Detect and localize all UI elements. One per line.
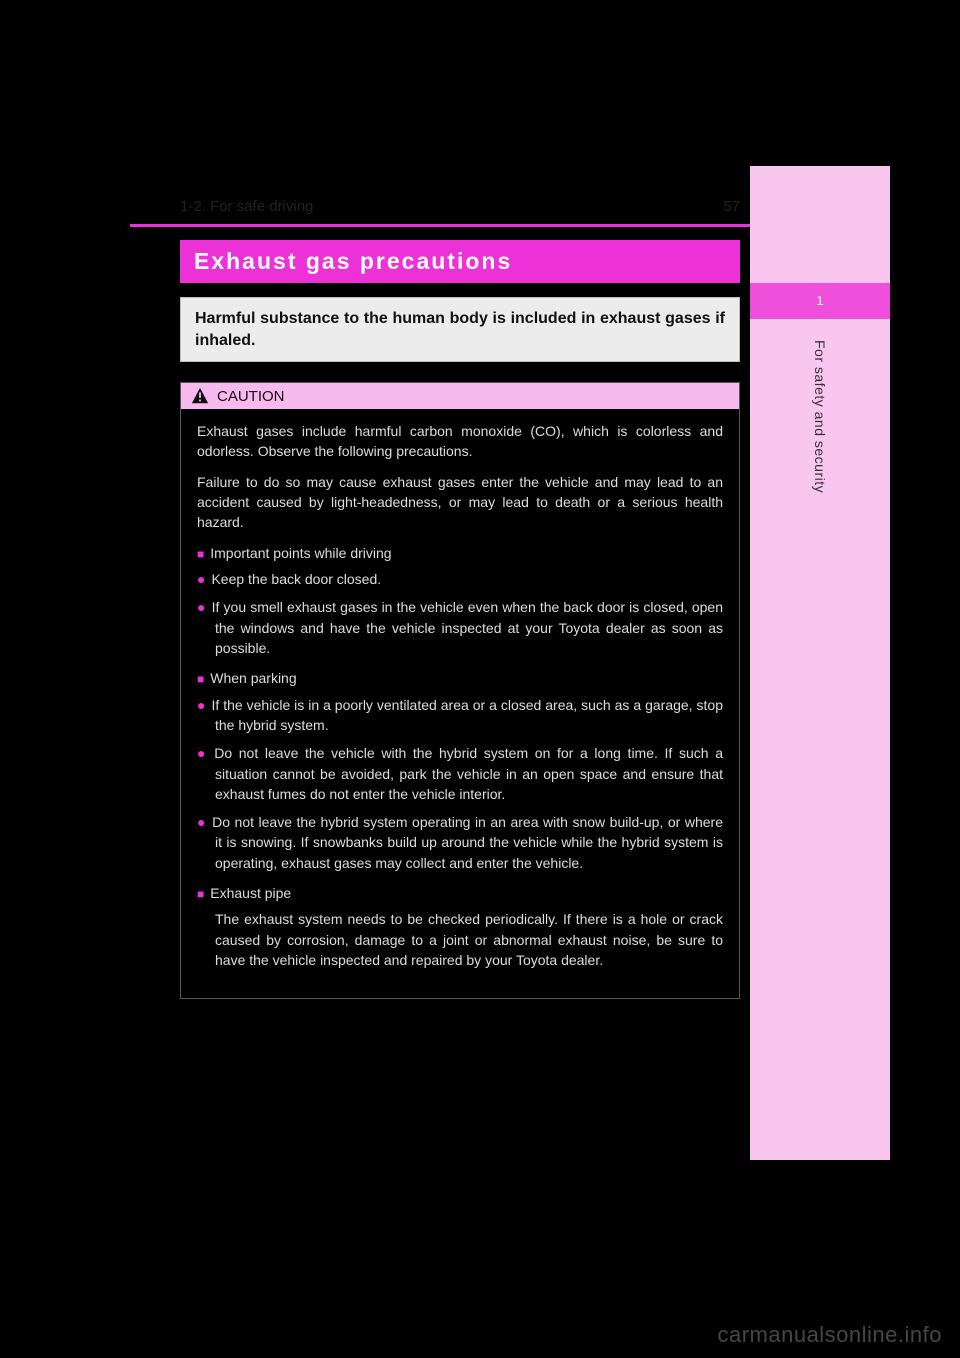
caution-bullet: ● If you smell exhaust gases in the vehic… xyxy=(197,597,723,658)
section-title: Exhaust gas precautions xyxy=(180,240,740,283)
round-bullet-icon: ● xyxy=(197,745,208,761)
caution-bullet-text: If the vehicle is in a poorly ventilated… xyxy=(212,697,723,733)
round-bullet-icon: ● xyxy=(197,599,206,615)
side-label: For safety and security xyxy=(750,330,890,630)
side-label-text: For safety and security xyxy=(812,340,828,493)
breadcrumb: 1-2. For safe driving xyxy=(180,198,313,215)
caution-group-parking: ■When parking ●If the vehicle is in a po… xyxy=(197,668,723,873)
caution-group-heading: ■ When parking xyxy=(197,668,723,688)
caution-group-heading: ■ Exhaust pipe xyxy=(197,883,723,903)
header-rule xyxy=(130,224,750,227)
caution-bullet-text: Do not leave the vehicle with the hybrid… xyxy=(214,745,723,802)
caution-group-heading-text: Exhaust pipe xyxy=(210,885,291,901)
square-bullet-icon: ■ xyxy=(197,887,204,901)
caution-label: CAUTION xyxy=(217,388,285,405)
lead-box: Harmful substance to the human body is i… xyxy=(180,297,740,362)
caution-bullet: ● If the vehicle is in a poorly ventilate… xyxy=(197,695,723,736)
caution-bullet: ● Do not leave the vehicle with the hybri… xyxy=(197,743,723,804)
manual-page: 57 1-2. For safe driving 1 For safety an… xyxy=(130,150,890,1160)
page-header: 57 1-2. For safe driving xyxy=(130,150,890,230)
caution-group-heading: ■ Important points while driving xyxy=(197,543,723,563)
caution-intro-2: Failure to do so may cause exhaust gases… xyxy=(197,472,723,533)
caution-intro-1: Exhaust gases include harmful carbon mon… xyxy=(197,421,723,462)
caution-group-exhaust-pipe: ■ Exhaust pipe The exhaust system needs t… xyxy=(197,883,723,970)
caution-header: CAUTION xyxy=(181,383,739,409)
caution-bullet: ● Keep the back door closed. xyxy=(197,569,723,589)
caution-group-driving: ■ Important points while driving ● Keep th… xyxy=(197,543,723,659)
caution-bullet-text: If you smell exhaust gases in the vehicl… xyxy=(212,599,723,656)
caution-bullet-text: Keep the back door closed. xyxy=(211,571,381,587)
round-bullet-icon: ● xyxy=(197,814,206,830)
page-number: 57 xyxy=(723,198,740,215)
watermark: carmanualsonline.info xyxy=(717,1322,942,1348)
square-bullet-icon: ■ xyxy=(197,672,204,686)
caution-bullet: ● Do not leave the hybrid system operatin… xyxy=(197,812,723,873)
caution-group-heading-text: Important points while driving xyxy=(210,545,391,561)
caution-icon xyxy=(191,387,209,405)
caution-body: Exhaust gases include harmful carbon mon… xyxy=(181,409,739,998)
header-tab-block xyxy=(750,166,890,231)
content-column: Exhaust gas precautions Harmful substanc… xyxy=(180,240,740,999)
chapter-tab: 1 xyxy=(750,283,890,319)
round-bullet-icon: ● xyxy=(197,697,206,713)
caution-bullet-text: Do not leave the hybrid system operating… xyxy=(212,814,723,871)
round-bullet-icon: ● xyxy=(197,571,205,587)
caution-box: CAUTION Exhaust gases include harmful ca… xyxy=(180,382,740,999)
square-bullet-icon: ■ xyxy=(197,547,204,561)
caution-group-heading-text: When parking xyxy=(210,670,296,686)
caution-group-text: The exhaust system needs to be checked p… xyxy=(197,909,723,970)
